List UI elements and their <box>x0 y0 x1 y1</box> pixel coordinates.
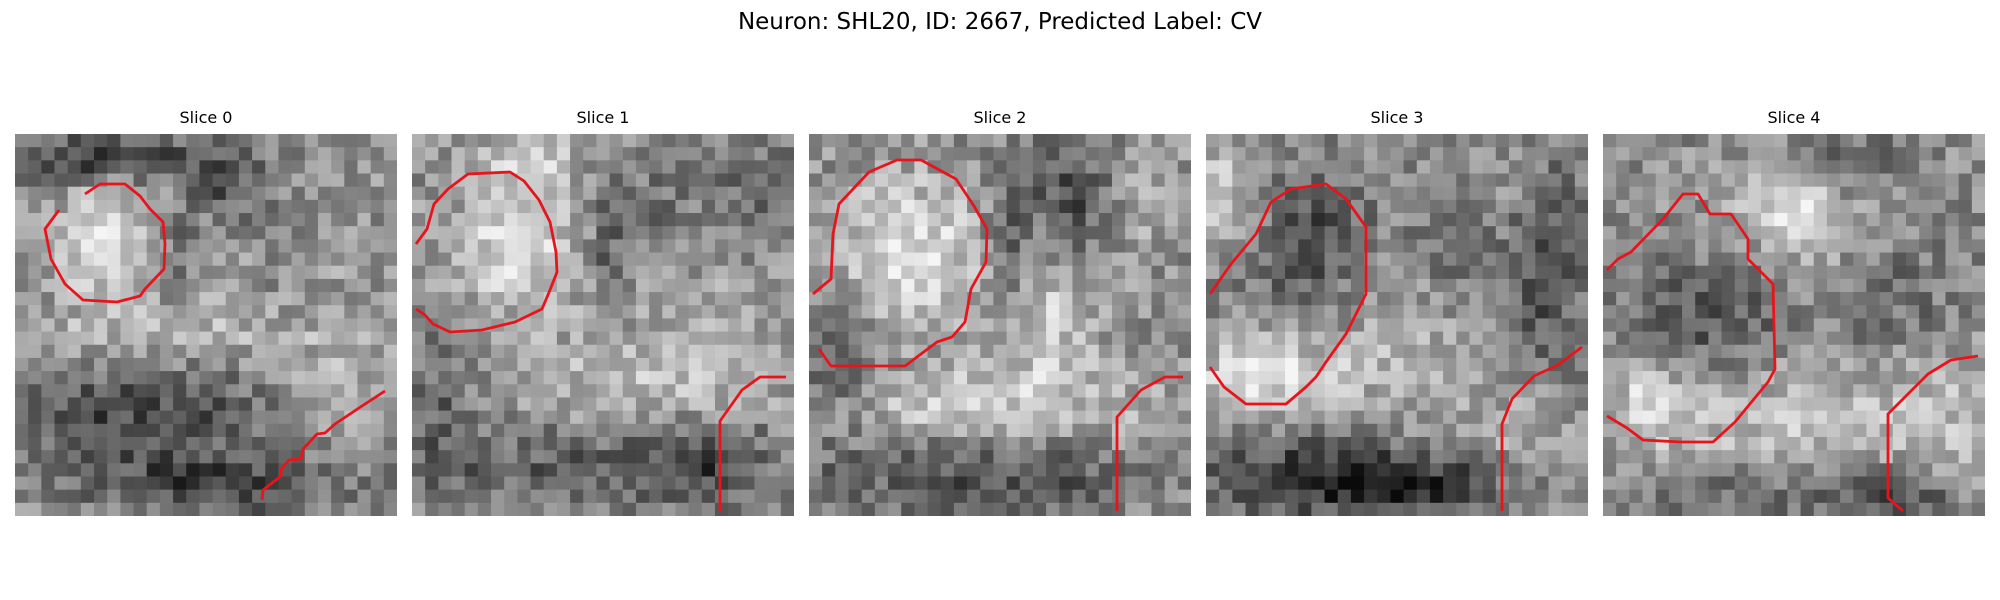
slice-0-image <box>15 134 397 516</box>
slice-0-cell-contour <box>43 182 167 304</box>
slice-0-pixels <box>15 134 397 516</box>
slice-1-image <box>412 134 794 516</box>
slice-2-cell-contour <box>812 158 989 368</box>
slice-3-pixels <box>1206 134 1588 516</box>
slice-3-title: Slice 3 <box>1370 108 1424 127</box>
slice-0-boundary-contour <box>260 389 386 501</box>
slice-4-title: Slice 4 <box>1767 108 1821 127</box>
slice-2-title: Slice 2 <box>973 108 1027 127</box>
slice-3-contours <box>1208 182 1583 511</box>
slice-2-pixels <box>809 134 1191 516</box>
slice-4-image <box>1603 134 1985 516</box>
slice-2-image <box>809 134 1191 516</box>
slice-1-pixels <box>412 134 794 516</box>
slice-2-boundary-contour <box>1115 375 1183 511</box>
slice-0-title: Slice 0 <box>179 108 233 127</box>
slice-2-contours <box>812 158 1183 511</box>
slice-4-cell-contour <box>1606 192 1777 444</box>
slice-3-boundary-contour <box>1500 345 1583 511</box>
slice-0-contours <box>43 182 386 501</box>
slice-4-contours <box>1606 192 1979 513</box>
slice-3-image <box>1206 134 1588 516</box>
slice-1-boundary-contour <box>718 375 786 511</box>
figure-title: Neuron: SHL20, ID: 2667, Predicted Label… <box>737 9 1263 35</box>
slice-1-cell-contour <box>414 170 559 334</box>
slice-1-contours <box>414 170 786 511</box>
slice-4-pixels <box>1603 134 1985 516</box>
slice-1-title: Slice 1 <box>576 108 630 127</box>
slice-3-cell-contour <box>1208 182 1368 406</box>
slice-4-boundary-contour <box>1886 354 1979 513</box>
